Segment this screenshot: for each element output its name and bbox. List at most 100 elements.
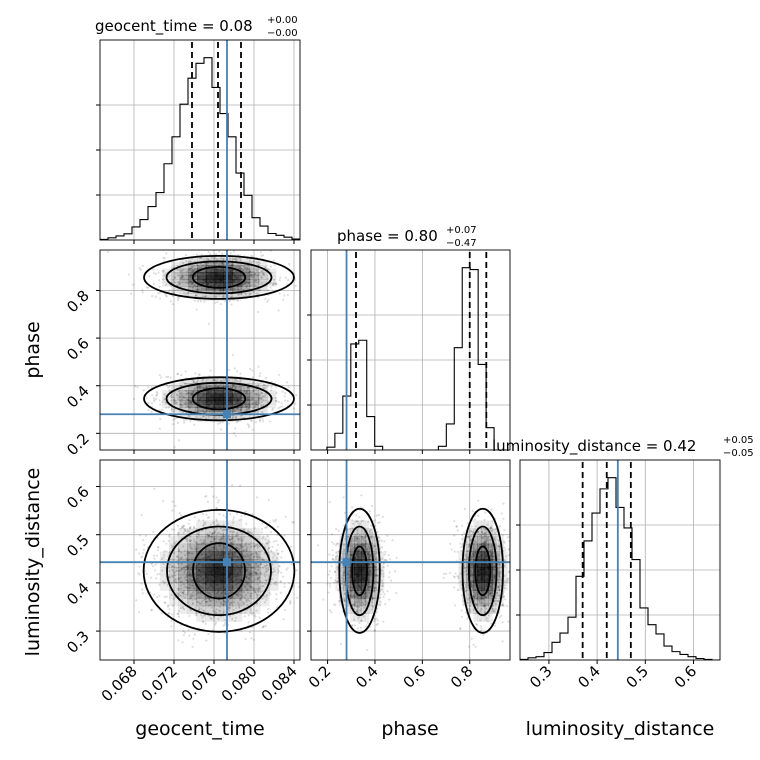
sample-point bbox=[210, 535, 213, 538]
sample-point bbox=[164, 581, 167, 584]
sample-point bbox=[176, 372, 179, 375]
sample-point bbox=[245, 575, 248, 579]
sample-point bbox=[264, 394, 267, 397]
sample-point bbox=[224, 621, 227, 624]
sample-point bbox=[168, 535, 171, 538]
sample-point bbox=[375, 556, 378, 560]
density-cell bbox=[179, 261, 189, 266]
sample-point bbox=[249, 404, 252, 407]
sample-point bbox=[472, 549, 475, 552]
sample-point bbox=[255, 401, 258, 404]
sample-point bbox=[239, 408, 242, 411]
sample-point bbox=[281, 550, 284, 553]
sample-point bbox=[249, 368, 252, 371]
sample-point bbox=[184, 293, 188, 296]
sample-point bbox=[182, 592, 185, 595]
sample-point bbox=[222, 288, 225, 292]
sample-point bbox=[256, 576, 259, 580]
sample-point bbox=[241, 284, 244, 287]
truth-marker bbox=[223, 410, 231, 419]
sample-point bbox=[497, 586, 501, 589]
sample-point bbox=[169, 300, 172, 303]
sample-point bbox=[489, 548, 492, 552]
histogram-luminosity-distance bbox=[520, 477, 720, 660]
sample-point bbox=[189, 401, 192, 404]
sample-point bbox=[189, 575, 193, 578]
sample-point bbox=[285, 568, 288, 572]
sample-point bbox=[185, 403, 188, 406]
sample-point bbox=[233, 378, 236, 381]
density-cell bbox=[240, 265, 251, 270]
sample-point bbox=[178, 283, 181, 286]
sample-point bbox=[182, 591, 185, 594]
sample-point bbox=[219, 609, 222, 613]
sample-point bbox=[189, 593, 192, 596]
sample-point bbox=[240, 539, 243, 542]
sample-point bbox=[245, 391, 248, 394]
sample-point bbox=[497, 545, 500, 548]
sample-point bbox=[355, 539, 358, 542]
sample-point bbox=[252, 381, 255, 384]
sample-point bbox=[247, 403, 250, 406]
sample-point bbox=[151, 295, 154, 298]
sample-point bbox=[501, 534, 504, 537]
contour-level-1 bbox=[192, 542, 246, 600]
sample-point bbox=[182, 268, 185, 271]
sample-point bbox=[257, 590, 260, 593]
sample-point bbox=[485, 607, 488, 610]
density-cell bbox=[214, 275, 224, 280]
sample-point bbox=[233, 540, 236, 543]
sample-point bbox=[235, 535, 238, 538]
sample-point bbox=[375, 514, 378, 517]
sample-point bbox=[190, 270, 193, 273]
sample-point bbox=[242, 549, 245, 552]
sample-point bbox=[172, 571, 175, 574]
density-cell bbox=[170, 390, 181, 395]
sample-point bbox=[241, 404, 244, 407]
sample-point bbox=[227, 422, 230, 425]
sample-point bbox=[209, 523, 212, 526]
density-cell bbox=[259, 551, 270, 560]
sample-point bbox=[275, 593, 278, 596]
sample-point bbox=[247, 407, 250, 410]
sample-point bbox=[196, 410, 199, 413]
sample-point bbox=[211, 532, 214, 535]
density-cell bbox=[205, 411, 216, 416]
sample-point bbox=[489, 591, 492, 594]
sample-point bbox=[192, 594, 195, 598]
sample-point bbox=[188, 414, 191, 418]
density-cell bbox=[249, 400, 259, 405]
sample-point bbox=[222, 537, 225, 540]
sample-point bbox=[233, 287, 236, 290]
sample-point bbox=[261, 590, 264, 593]
sample-point bbox=[277, 552, 280, 555]
density-cell bbox=[223, 574, 234, 583]
sample-point bbox=[165, 384, 169, 387]
sample-point bbox=[188, 276, 191, 279]
sample-point bbox=[267, 608, 270, 611]
sample-point bbox=[476, 623, 479, 626]
sample-point bbox=[253, 587, 256, 590]
sample-point bbox=[159, 291, 162, 294]
sample-point bbox=[216, 385, 219, 388]
sample-point bbox=[235, 607, 238, 610]
sample-point bbox=[172, 410, 175, 413]
sample-point bbox=[241, 399, 244, 402]
sample-point bbox=[165, 542, 168, 545]
sample-point bbox=[155, 390, 158, 394]
sample-point bbox=[180, 276, 183, 279]
sample-point bbox=[201, 415, 204, 418]
sample-point bbox=[213, 592, 216, 595]
sample-point bbox=[152, 282, 155, 285]
sample-point bbox=[359, 596, 362, 599]
sample-point bbox=[328, 501, 331, 504]
sample-point bbox=[222, 610, 225, 613]
sample-point bbox=[161, 580, 165, 583]
sample-point bbox=[231, 617, 234, 621]
sample-point bbox=[348, 533, 351, 536]
sample-point bbox=[250, 541, 253, 544]
sample-point bbox=[331, 549, 334, 552]
sample-point bbox=[175, 401, 179, 404]
sample-point bbox=[493, 539, 496, 542]
